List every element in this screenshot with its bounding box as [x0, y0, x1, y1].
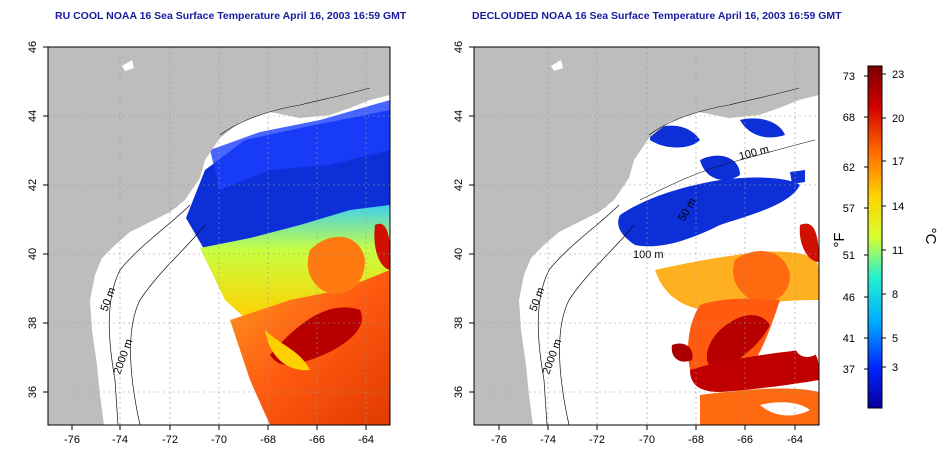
left-lat-tick: 44: [27, 110, 39, 122]
right-lon-tick: -66: [737, 434, 753, 446]
colorbar-c-tick: 3: [892, 362, 898, 374]
left-lon-tick: -64: [358, 434, 374, 446]
left-land: [48, 47, 390, 425]
colorbar-c-tick: 20: [892, 113, 904, 125]
colorbar-f-tick: 46: [843, 292, 855, 304]
colorbar-f-tick: 62: [843, 162, 855, 174]
colorbar-c-tick: 5: [892, 333, 898, 345]
colorbar-fahrenheit-label: °F: [831, 232, 848, 247]
colorbar-c-tick: 8: [892, 289, 898, 301]
left-lon-tick: -68: [260, 434, 276, 446]
right-bathymetry-2000m: [559, 224, 635, 425]
right-cold-water: [618, 118, 805, 247]
left-lat-tick: 36: [27, 386, 39, 398]
right-gridlines: [474, 47, 819, 425]
colorbar-f-tick: 73: [843, 71, 855, 83]
right-lon-tick: -74: [540, 434, 556, 446]
left-bathymetry-50m: [108, 204, 191, 425]
left-lat-tick: 46: [27, 41, 39, 53]
right-land: [474, 47, 819, 425]
right-lon-axis: -76 -74 -72 -70 -68 -66 -64: [491, 425, 803, 446]
right-lat-tick: 42: [453, 179, 465, 191]
left-lon-tick: -72: [162, 434, 178, 446]
right-lat-tick: 38: [453, 317, 465, 329]
right-lat-axis: 46 44 42 40 38 36: [453, 41, 474, 398]
right-contour-label-100m-shelf: 100 m: [633, 249, 664, 261]
colorbar-f-tick: 51: [843, 250, 855, 262]
colorbar-gradient: [867, 65, 883, 409]
colorbar-c-tick: 11: [892, 245, 903, 257]
right-lon-tick: -64: [787, 434, 803, 446]
colorbar-f-tick: 57: [843, 203, 855, 215]
right-map-title: DECLOUDED NOAA 16 Sea Surface Temperatur…: [472, 10, 842, 22]
left-lon-tick: -66: [309, 434, 325, 446]
colorbar-celsius-label: °C: [922, 228, 939, 245]
right-lon-tick: -72: [589, 434, 605, 446]
colorbar: 73 68 62 57 51 46 41 37 23 20 17 14 11 8…: [831, 65, 939, 409]
right-lat-tick: 46: [453, 41, 465, 53]
colorbar-f-tick: 41: [843, 333, 855, 345]
right-lon-tick: -76: [491, 434, 507, 446]
colorbar-c-tick: 23: [892, 69, 904, 81]
colorbar-f-tick: 37: [843, 364, 855, 376]
left-lon-tick: -76: [64, 434, 80, 446]
colorbar-c-tick: 17: [892, 156, 904, 168]
right-lat-tick: 36: [453, 386, 465, 398]
left-lon-tick: -74: [112, 434, 128, 446]
right-map-panel: 50 m 2000 m 100 m 50 m 100 m: [474, 47, 819, 425]
right-bathymetry-50m: [537, 204, 620, 425]
right-lat-tick: 40: [453, 248, 465, 260]
left-gridlines: [48, 47, 390, 425]
left-lon-axis: -76 -74 -72 -70 -68 -66 -64: [64, 425, 374, 446]
colorbar-ticks: [864, 73, 886, 370]
right-lon-tick: -70: [639, 434, 655, 446]
left-lon-tick: -70: [211, 434, 227, 446]
right-lat-tick: 44: [453, 110, 465, 122]
colorbar-f-tick: 68: [843, 112, 855, 124]
left-bathymetry-2000m: [130, 224, 206, 425]
left-lat-tick: 38: [27, 317, 39, 329]
left-map-panel: 50 m 2000 m: [48, 47, 390, 425]
left-lat-tick: 42: [27, 179, 39, 191]
colorbar-c-tick: 14: [892, 201, 904, 213]
left-lat-axis: 46 44 42 40 38 36: [27, 41, 48, 398]
right-warm-water: [655, 223, 819, 425]
left-lat-tick: 40: [27, 248, 39, 260]
left-map-title: RU COOL NOAA 16 Sea Surface Temperature …: [55, 10, 407, 22]
right-lon-tick: -68: [688, 434, 704, 446]
